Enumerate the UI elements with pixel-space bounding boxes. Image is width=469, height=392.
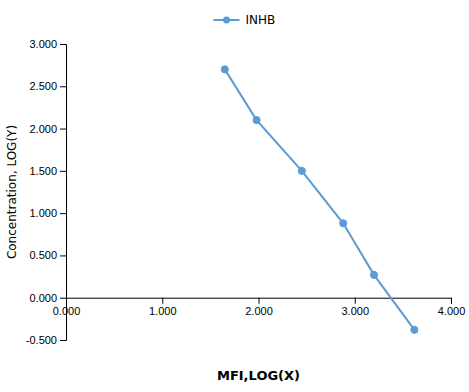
tick-mark [60,129,66,130]
tick: 3.000 [341,298,369,317]
tick-mark [355,298,356,304]
tick-label: 3.000 [29,38,57,50]
tick-mark [60,340,66,341]
tick: 2.000 [245,298,273,317]
x-axis-title: MFI,LOG(X) [217,368,300,383]
plot-area: 0.000 1.000 2.000 3.000 4.000 -0.500 0.000 0.50… [26,38,465,346]
marker [221,66,228,73]
tick: 1.500 [29,165,66,177]
tick-label: 0.500 [29,249,57,261]
tick: 2.500 [29,80,66,92]
tick: 4.000 [438,298,466,317]
tick-label: 4.000 [438,305,466,317]
y-axis: -0.500 0.000 0.500 1.000 1.500 2.000 2.500 3.00… [26,38,67,346]
tick: 2.000 [29,123,66,135]
tick: 0.500 [29,249,66,261]
tick-mark [60,171,66,172]
y-axis-title: Concentration, LOG(Y) [5,125,19,259]
legend-label: INHB [246,13,276,27]
tick: -0.500 [26,334,66,346]
tick-label: 2.500 [29,80,57,92]
tick-mark [60,255,66,256]
legend-item: INHB [214,13,276,27]
tick-mark [162,298,163,304]
tick-mark [259,298,260,304]
marker [253,117,260,124]
marker [370,271,377,278]
legend-swatch-marker [223,17,230,24]
tick-mark [60,44,66,45]
tick-mark [451,298,452,304]
line [225,69,415,329]
tick-label: -0.500 [26,334,57,346]
tick-label: 2.000 [29,123,57,135]
axis-line [60,45,67,341]
legend: INHB [214,13,276,27]
tick-label: 1.500 [29,165,57,177]
tick: 1.000 [29,207,66,219]
marker [340,220,347,227]
tick-label: 3.000 [341,305,369,317]
marker [411,326,418,333]
tick: 0.000 [29,292,66,304]
marks [221,66,418,334]
tick: 1.000 [149,298,177,317]
marker [298,167,305,174]
tick-label: 1.000 [29,207,57,219]
tick-label: 1.000 [149,305,177,317]
chart: 0.000 1.000 2.000 3.000 4.000 -0.500 0.000 0.50… [0,0,469,392]
tick-mark [60,213,66,214]
tick-label: 2.000 [245,305,273,317]
tick-mark [60,298,66,299]
tick-mark [60,86,66,87]
tick: 3.000 [29,38,66,50]
tick-label: 0.000 [29,292,57,304]
